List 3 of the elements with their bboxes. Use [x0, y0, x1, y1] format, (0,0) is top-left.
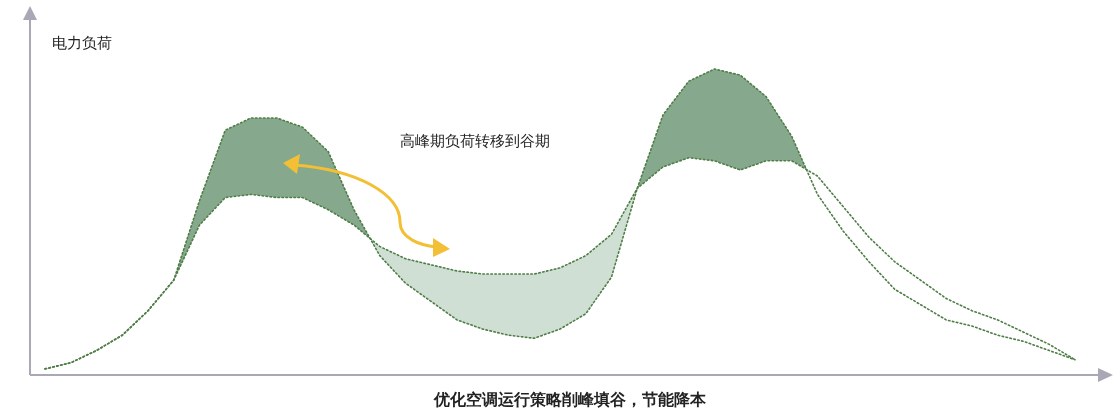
- x-axis-title: 优化空调运行策略削峰填谷，节能降本: [433, 390, 707, 409]
- annotation: 高峰期负荷转移到谷期: [400, 132, 550, 150]
- y-axis-title: 电力负荷: [52, 34, 112, 52]
